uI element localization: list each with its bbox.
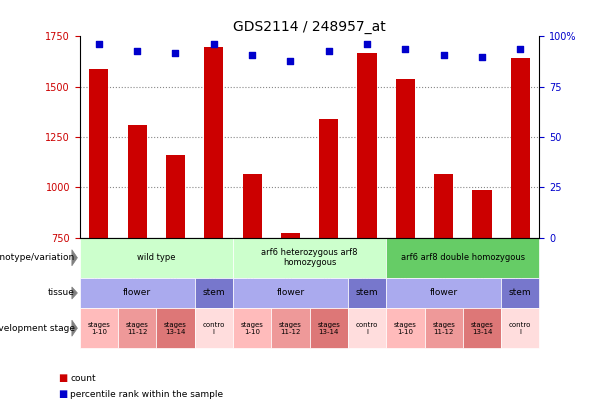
- Text: development stage: development stage: [0, 324, 75, 333]
- Bar: [195, 278, 233, 308]
- Text: percentile rank within the sample: percentile rank within the sample: [70, 390, 224, 399]
- Text: stages
1-10: stages 1-10: [394, 322, 417, 335]
- Bar: [118, 308, 156, 348]
- Bar: [80, 278, 195, 308]
- Bar: [473, 190, 492, 238]
- Point: [247, 51, 257, 58]
- Text: flower: flower: [123, 288, 151, 297]
- Point: [324, 47, 333, 54]
- Text: wild type: wild type: [137, 253, 175, 262]
- Title: GDS2114 / 248957_at: GDS2114 / 248957_at: [233, 20, 386, 34]
- Bar: [501, 278, 539, 308]
- Text: contro
l: contro l: [202, 322, 225, 335]
- Point: [516, 45, 525, 52]
- Bar: [386, 308, 424, 348]
- Bar: [156, 308, 195, 348]
- Bar: [424, 308, 463, 348]
- Text: count: count: [70, 374, 96, 383]
- Text: arf6 heterozygous arf8
homozygous: arf6 heterozygous arf8 homozygous: [261, 248, 358, 267]
- Polygon shape: [72, 320, 77, 336]
- Bar: [357, 53, 376, 238]
- Bar: [243, 174, 262, 238]
- Bar: [463, 308, 501, 348]
- Point: [439, 51, 449, 58]
- Point: [94, 41, 104, 48]
- Point: [400, 45, 410, 52]
- Bar: [396, 79, 415, 238]
- Text: contro
l: contro l: [356, 322, 378, 335]
- Text: stages
11-12: stages 11-12: [279, 322, 302, 335]
- Text: stem: stem: [202, 288, 225, 297]
- Bar: [80, 308, 118, 348]
- Text: stages
1-10: stages 1-10: [88, 322, 110, 335]
- Text: flower: flower: [430, 288, 458, 297]
- Text: stem: stem: [509, 288, 531, 297]
- Bar: [166, 155, 185, 238]
- Bar: [319, 119, 338, 238]
- Text: ■: ■: [58, 389, 67, 399]
- Bar: [386, 278, 501, 308]
- Text: stages
13-14: stages 13-14: [471, 322, 493, 335]
- Text: stem: stem: [356, 288, 378, 297]
- Text: ■: ■: [58, 373, 67, 383]
- Bar: [204, 47, 223, 238]
- Text: stages
13-14: stages 13-14: [164, 322, 187, 335]
- Text: stages
11-12: stages 11-12: [432, 322, 455, 335]
- Bar: [434, 174, 453, 238]
- Bar: [348, 308, 386, 348]
- Bar: [128, 125, 147, 238]
- Bar: [348, 278, 386, 308]
- Bar: [89, 68, 109, 238]
- Bar: [511, 58, 530, 238]
- Text: stages
1-10: stages 1-10: [241, 322, 264, 335]
- Bar: [271, 308, 310, 348]
- Point: [132, 47, 142, 54]
- Point: [477, 53, 487, 60]
- Point: [209, 41, 219, 48]
- Bar: [233, 238, 386, 278]
- Point: [170, 49, 180, 56]
- Bar: [310, 308, 348, 348]
- Text: stages
11-12: stages 11-12: [126, 322, 148, 335]
- Text: tissue: tissue: [48, 288, 75, 297]
- Text: arf6 arf8 double homozygous: arf6 arf8 double homozygous: [401, 253, 525, 262]
- Bar: [80, 238, 233, 278]
- Bar: [501, 308, 539, 348]
- Text: flower: flower: [276, 288, 305, 297]
- Text: stages
13-14: stages 13-14: [318, 322, 340, 335]
- Polygon shape: [72, 287, 77, 299]
- Polygon shape: [72, 250, 77, 266]
- Bar: [281, 232, 300, 238]
- Bar: [195, 308, 233, 348]
- Point: [362, 41, 372, 48]
- Text: genotype/variation: genotype/variation: [0, 253, 75, 262]
- Text: contro
l: contro l: [509, 322, 531, 335]
- Bar: [233, 278, 348, 308]
- Bar: [386, 238, 539, 278]
- Bar: [233, 308, 271, 348]
- Point: [286, 58, 295, 64]
